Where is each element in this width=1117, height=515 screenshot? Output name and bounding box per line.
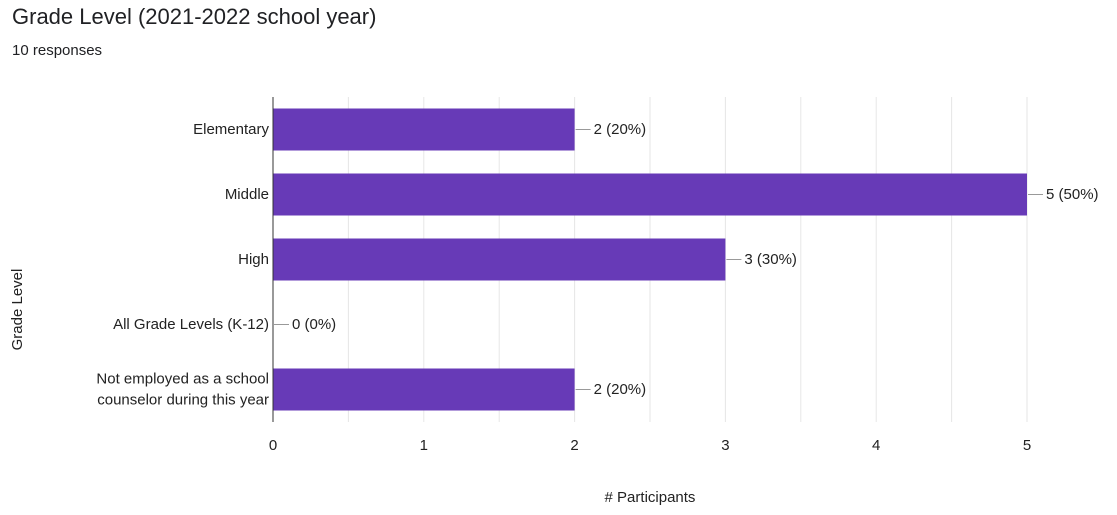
x-tick-label: 3 bbox=[721, 437, 729, 454]
chart-title: Grade Level (2021-2022 school year) bbox=[12, 4, 377, 29]
data-label: 3 (30%) bbox=[744, 251, 797, 268]
category-label: Middle bbox=[225, 186, 269, 203]
x-tick-label: 0 bbox=[269, 437, 277, 454]
labels: 0 1 2 3 4 5 Elementary 2 (20%) Middle 5 (50%) High… bbox=[96, 121, 1098, 454]
y-axis-title: Grade Level bbox=[9, 269, 26, 351]
data-label: 2 (20%) bbox=[594, 381, 647, 398]
data-label: 0 (0%) bbox=[292, 316, 336, 333]
bar[interactable] bbox=[273, 173, 1027, 216]
x-tick-label: 4 bbox=[872, 437, 880, 454]
category-label: Elementary bbox=[193, 121, 269, 138]
x-tick-label: 1 bbox=[420, 437, 428, 454]
data-label: 2 (20%) bbox=[594, 121, 647, 138]
bar[interactable] bbox=[273, 368, 575, 411]
category-label: Not employed as a school bbox=[96, 371, 269, 388]
x-tick-label: 2 bbox=[570, 437, 578, 454]
x-axis-title: # Participants bbox=[605, 489, 696, 506]
bar[interactable] bbox=[273, 238, 726, 281]
category-label: counselor during this year bbox=[97, 392, 269, 409]
response-count: 10 responses bbox=[12, 42, 103, 59]
data-label: 5 (50%) bbox=[1046, 186, 1099, 203]
bar[interactable] bbox=[273, 108, 575, 151]
bars bbox=[273, 108, 1027, 411]
category-label: All Grade Levels (K-12) bbox=[113, 316, 269, 333]
x-tick-label: 5 bbox=[1023, 437, 1031, 454]
category-label: High bbox=[238, 251, 269, 268]
